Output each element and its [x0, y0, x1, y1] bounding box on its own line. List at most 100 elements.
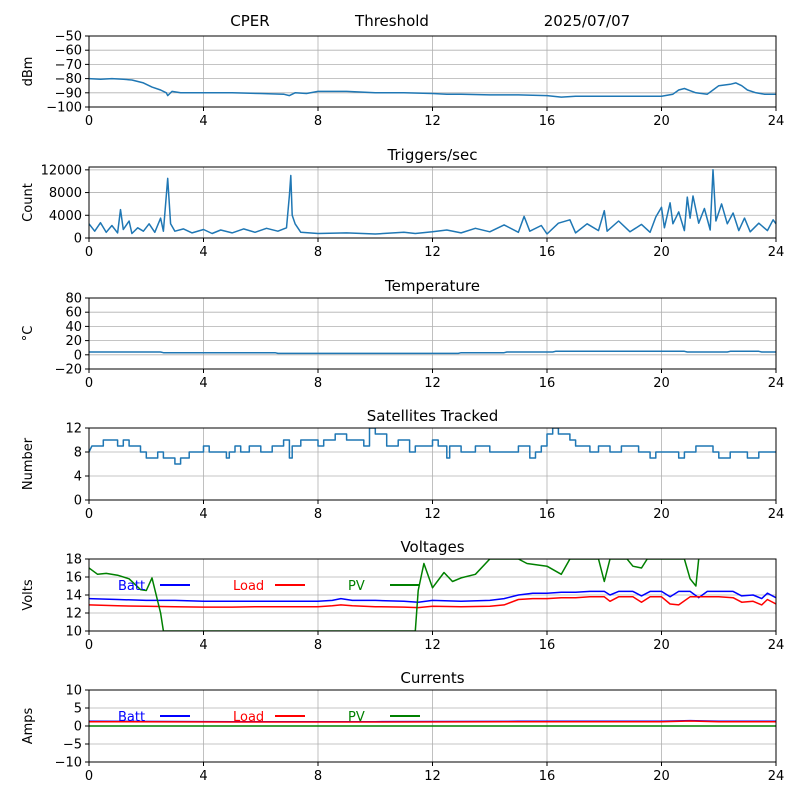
x-tick-label: 4: [199, 114, 207, 129]
x-tick-label: 12: [424, 638, 441, 653]
x-tick-label: 0: [85, 769, 93, 784]
y-tick-label: −5: [63, 738, 82, 753]
panel-threshold: 0 4 8 12 16 20 24 −100−90−80−70−60−50 dBm: [21, 30, 784, 130]
x-tick-label: 24: [768, 507, 785, 522]
x-tick-label: 20: [653, 507, 670, 522]
x-tick-label: 8: [314, 507, 322, 522]
x-tick-label: 20: [653, 114, 670, 129]
x-tick-label: 24: [768, 245, 785, 260]
panel-title: Satellites Tracked: [367, 407, 498, 425]
y-tick-label: 20: [65, 334, 82, 349]
y-tick-label: −80: [55, 72, 82, 87]
panel-title: Triggers/sec: [387, 146, 478, 164]
x-tick-label: 4: [199, 638, 207, 653]
x-tick-label: 4: [199, 769, 207, 784]
y-tick-label: 16: [65, 571, 82, 586]
x-tick-label: 20: [653, 376, 670, 391]
x-tick-label: 12: [424, 245, 441, 260]
y-tick-label: −90: [55, 86, 82, 101]
y-tick-label: 18: [65, 553, 82, 568]
series-line-load: [89, 596, 776, 609]
y-tick-label: 10: [65, 684, 82, 699]
y-tick-label: 4: [74, 470, 82, 485]
x-tick-label: 8: [314, 638, 322, 653]
y-tick-label: 4000: [49, 209, 82, 224]
panel-currents: 0 4 8 12 16 20 24 −10 −5 0 5 10 Currents Amps Batt Load…: [21, 669, 784, 784]
y-tick-label: −20: [55, 363, 82, 378]
y-tick-label: −50: [55, 30, 82, 45]
x-tick-label: 0: [85, 245, 93, 260]
y-axis-label: dBm: [21, 57, 36, 87]
series-line: [89, 350, 776, 355]
x-tick-label: 16: [539, 245, 556, 260]
x-tick-label: 24: [768, 376, 785, 391]
x-tick-label: 12: [424, 114, 441, 129]
legend-label-batt: Batt: [118, 710, 145, 725]
x-tick-label: 16: [539, 769, 556, 784]
x-tick-label: 8: [314, 376, 322, 391]
panel-triggers: 0 4 8 12 16 20 24 0 4000 8000 12000 Triggers/sec Cou…: [21, 146, 784, 260]
y-tick-label: 0: [74, 348, 82, 363]
x-tick-label: 24: [768, 769, 785, 784]
panel-title: Voltages: [400, 538, 464, 556]
legend-label-load: Load: [233, 710, 264, 725]
x-tick-label: 16: [539, 638, 556, 653]
series-line: [89, 169, 776, 235]
x-tick-label: 12: [424, 376, 441, 391]
x-tick-label: 0: [85, 114, 93, 129]
y-tick-label: 5: [74, 702, 82, 717]
y-axis-label: Count: [21, 183, 36, 222]
y-tick-label: 0: [74, 494, 82, 509]
x-tick-label: 20: [653, 769, 670, 784]
legend-label-batt: Batt: [118, 579, 145, 594]
y-tick-label: 80: [65, 292, 82, 307]
x-tick-label: 12: [424, 507, 441, 522]
x-tick-label: 8: [314, 114, 322, 129]
y-tick-label: 10: [65, 625, 82, 640]
y-tick-label: −10: [55, 756, 82, 771]
y-tick-label: 0: [74, 232, 82, 247]
x-tick-label: 16: [539, 114, 556, 129]
header-date: 2025/07/07: [544, 12, 630, 30]
series-line: [89, 428, 776, 465]
header-site: CPER: [230, 12, 269, 30]
panel-voltages: 0 4 8 12 16 20 24 10 12 14 16 18 Voltages Volts Batt Lo…: [21, 538, 784, 653]
x-tick-label: 4: [199, 376, 207, 391]
y-tick-label: 14: [65, 589, 82, 604]
x-tick-label: 24: [768, 114, 785, 129]
y-axis-label: °C: [21, 326, 36, 342]
y-tick-label: 8000: [49, 186, 82, 201]
y-axis-label: Amps: [21, 707, 36, 744]
x-tick-label: 16: [539, 376, 556, 391]
panel-title: Currents: [400, 669, 464, 687]
x-tick-label: 4: [199, 507, 207, 522]
y-tick-label: 12000: [41, 163, 82, 178]
y-tick-label: 12: [65, 422, 82, 437]
x-tick-label: 0: [85, 376, 93, 391]
series-line-pv: [89, 559, 700, 631]
x-tick-label: 8: [314, 245, 322, 260]
y-tick-label: 60: [65, 306, 82, 321]
legend-label-load: Load: [233, 579, 264, 594]
series-line-load: [89, 720, 776, 723]
x-tick-label: 0: [85, 638, 93, 653]
x-tick-label: 4: [199, 245, 207, 260]
y-tick-label: 8: [74, 446, 82, 461]
x-tick-label: 16: [539, 507, 556, 522]
y-tick-label: −100: [46, 101, 82, 116]
series-line: [89, 77, 776, 98]
y-tick-label: −70: [55, 58, 82, 73]
y-axis-label: Volts: [21, 579, 36, 611]
x-tick-label: 8: [314, 769, 322, 784]
x-tick-label: 20: [653, 245, 670, 260]
x-tick-label: 20: [653, 638, 670, 653]
x-tick-label: 0: [85, 507, 93, 522]
header-mode: Threshold: [354, 12, 429, 30]
panel-title: Temperature: [384, 277, 480, 295]
y-axis-label: Number: [21, 437, 36, 490]
y-tick-label: 0: [74, 720, 82, 735]
series-line-batt: [89, 590, 776, 603]
